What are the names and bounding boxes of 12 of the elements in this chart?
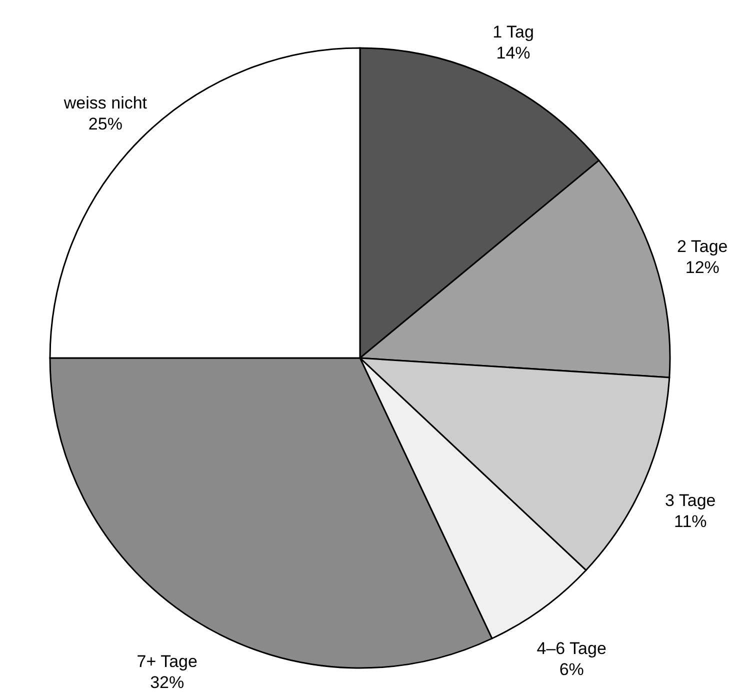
data-label: 25% [88,114,122,134]
slice-label: weiss nicht [62,93,148,112]
data-label: 11% [674,512,707,531]
data-label: 14% [496,43,530,62]
data-label: 32% [150,672,184,692]
data-label: 12% [685,258,720,277]
data-label: 6% [559,660,584,680]
slice-label: 3 Tage [665,490,716,510]
slice-label: 1 Tag [492,22,534,42]
slice-label: 7+ Tage [136,652,198,671]
slice-label: 2 Tage [677,236,728,256]
slice-label: 4–6 Tage [536,639,606,658]
